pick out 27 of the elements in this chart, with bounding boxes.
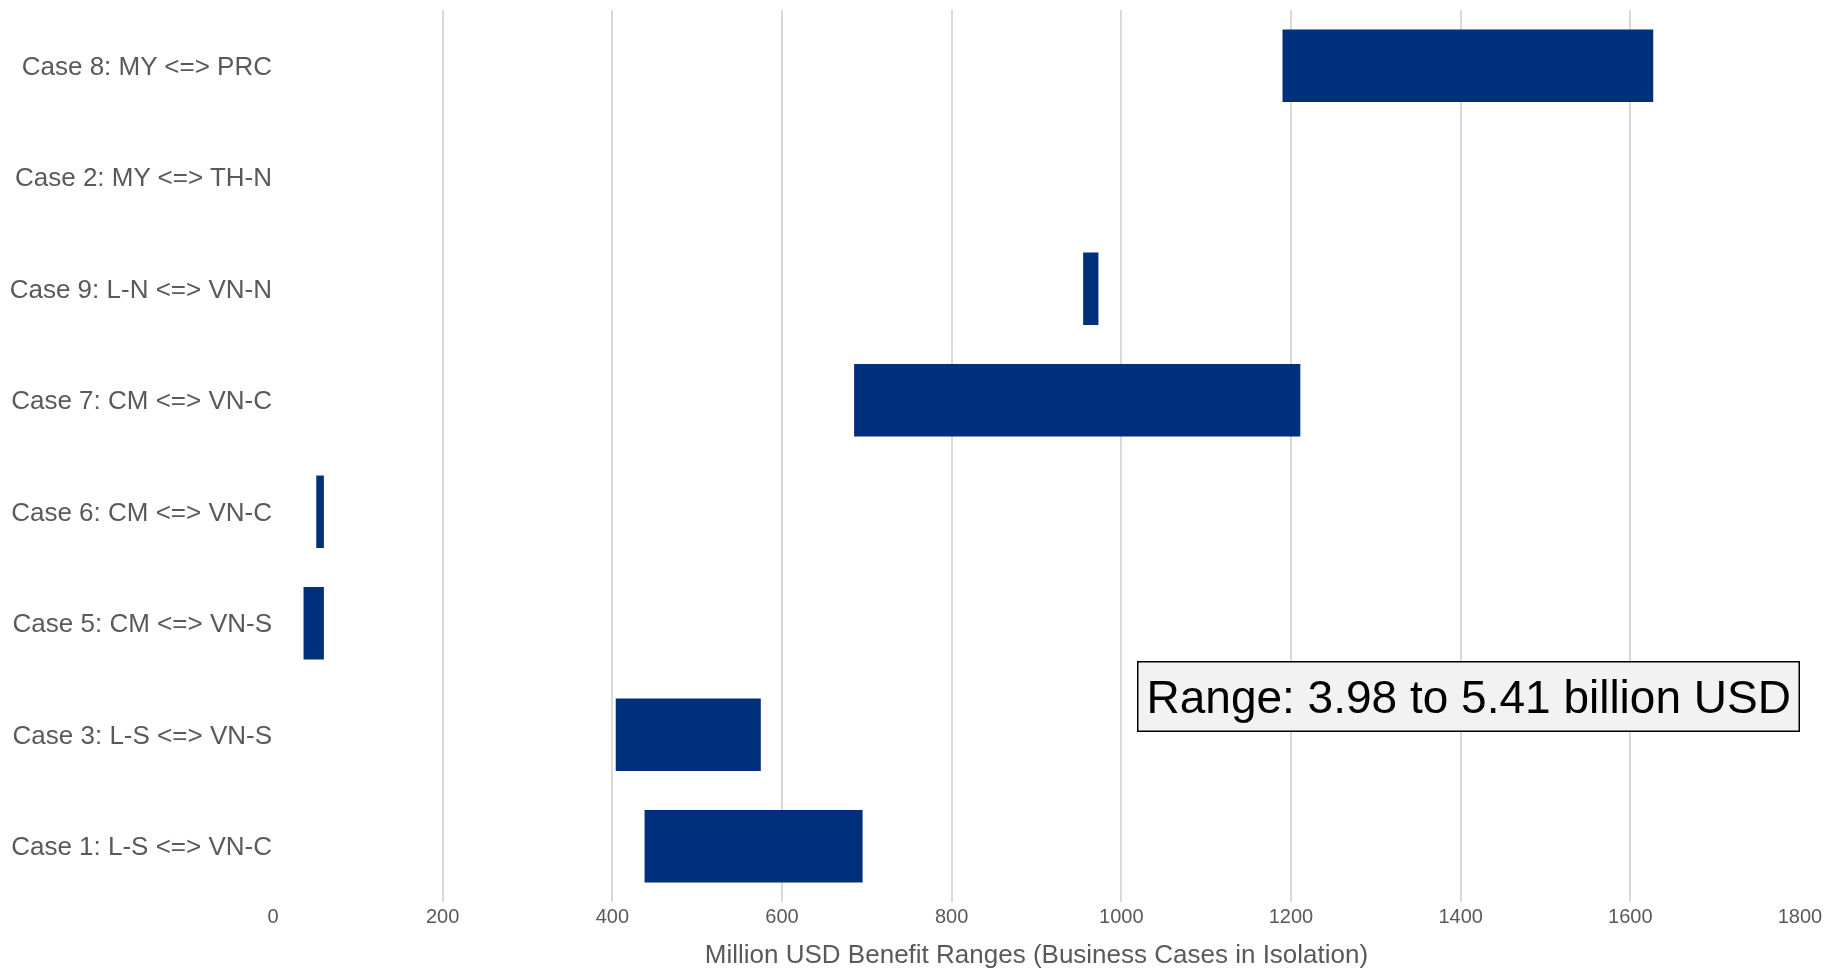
y-tick-label: Case 2: MY <=> TH-N — [14, 162, 272, 193]
y-tick-label: Case 8: MY <=> PRC — [21, 50, 272, 81]
y-tick-label: Case 3: L-S <=> VN-S — [12, 719, 272, 750]
y-tick-label: Case 5: CM <=> VN-S — [12, 608, 272, 639]
bar — [316, 475, 324, 548]
x-tick-label: 400 — [595, 905, 630, 927]
y-tick-label: Case 1: L-S <=> VN-C — [11, 831, 272, 862]
bar — [644, 810, 863, 883]
x-tick-label: 1200 — [1268, 905, 1314, 927]
x-tick-label: 1000 — [1099, 905, 1144, 927]
x-tick-label: 0 — [267, 905, 279, 927]
bar — [854, 364, 1301, 437]
x-tick-label: 800 — [934, 905, 969, 927]
x-tick-label: 1800 — [1777, 905, 1823, 927]
bar — [303, 587, 324, 660]
bar — [1083, 252, 1099, 325]
x-tick-label: 200 — [425, 905, 460, 927]
x-tick-label: 1400 — [1438, 905, 1483, 927]
y-tick-label: Case 6: CM <=> VN-C — [11, 496, 272, 527]
annotation: Range: 3.98 to 5.41 billion USD — [1146, 670, 1791, 723]
y-tick-label: Case 9: L-N <=> VN-N — [9, 273, 272, 304]
bar — [1282, 29, 1654, 102]
x-axis-title: Million USD Benefit Ranges (Business Cases in Isolation) — [704, 938, 1369, 969]
x-tick-label: 600 — [765, 905, 799, 927]
y-tick-label: Case 7: CM <=> VN-C — [11, 385, 272, 416]
bar — [615, 698, 761, 771]
x-tick-label: 1600 — [1608, 905, 1653, 927]
